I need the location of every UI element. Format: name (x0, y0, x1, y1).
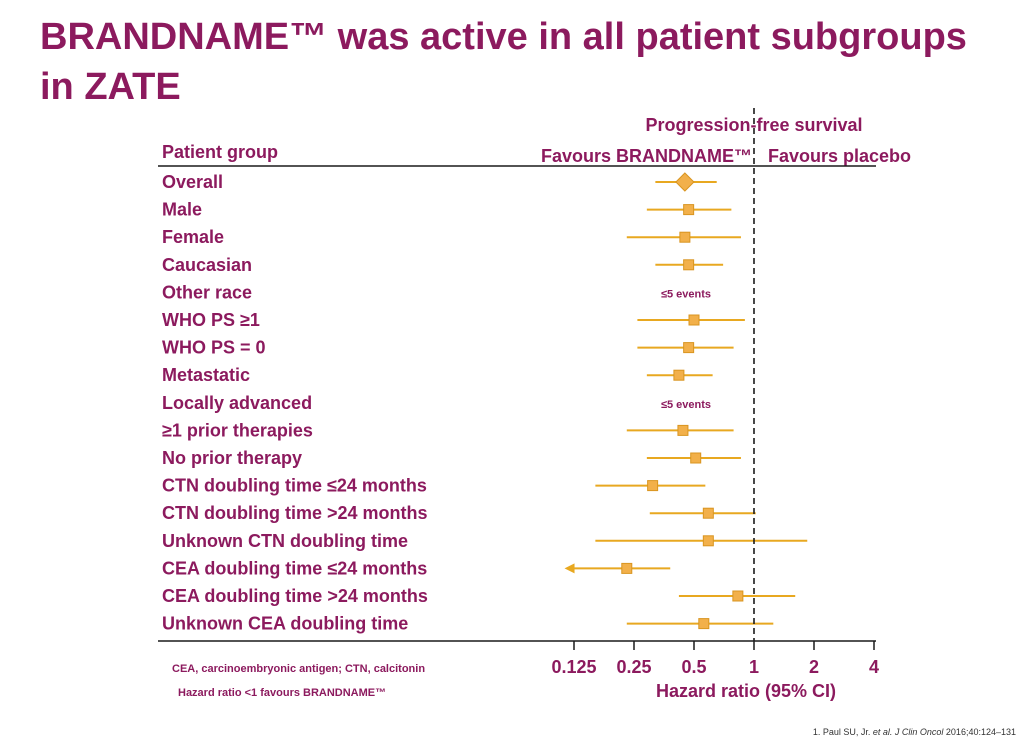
estimate-square (683, 204, 695, 216)
forest-row: CEA doubling time ≤24 months (162, 558, 671, 578)
estimate-square (688, 314, 700, 326)
estimate-square (673, 369, 685, 381)
forest-row: WHO PS ≥1 (162, 310, 745, 330)
group-label: CEA doubling time ≤24 months (162, 558, 427, 578)
estimate-square (683, 342, 695, 354)
group-label: Other race (162, 282, 252, 302)
forest-row: Locally advanced ≤5 events (162, 393, 711, 413)
forest-row: Overall (162, 172, 717, 192)
forest-row: Female (162, 227, 741, 247)
events-note: ≤5 events (661, 288, 711, 300)
citation-etal: et al. (872, 727, 893, 737)
column-header: Patient group (162, 142, 278, 162)
group-label: Overall (162, 172, 223, 192)
group-label: Locally advanced (162, 393, 312, 413)
forest-rows: Overall Male Female Caucasian Other race ≤5 e… (162, 172, 808, 634)
citation-reference: 2016;40:124–131 (943, 727, 1016, 737)
slide-title: BRANDNAME™ was active in all patient sub… (40, 16, 967, 108)
forest-row: CEA doubling time >24 months (162, 586, 796, 606)
headers: Progression-free survival Patient group … (162, 115, 911, 166)
forest-row: Male (162, 200, 732, 220)
forest-row: CTN doubling time ≤24 months (162, 476, 706, 496)
group-label: Female (162, 227, 224, 247)
group-label: WHO PS = 0 (162, 338, 266, 358)
group-label: Metastatic (162, 365, 250, 385)
forest-row: No prior therapy (162, 448, 741, 468)
estimate-square (690, 452, 702, 464)
footnote-hazard-ratio: Hazard ratio <1 favours BRANDNAME™ (178, 687, 386, 699)
x-tick-label: 1 (749, 657, 759, 677)
x-axis: 0.125 0.25 0.5 1 2 4 (551, 641, 879, 677)
estimate-square (621, 562, 633, 574)
group-label: WHO PS ≥1 (162, 310, 260, 330)
footnote-abbreviations: CEA, carcinoembryonic antigen; CTN, calc… (172, 663, 425, 675)
group-label: Unknown CEA doubling time (162, 614, 408, 634)
x-tick-label: 0.5 (681, 657, 706, 677)
forest-row: Unknown CTN doubling time (162, 531, 808, 551)
group-label: No prior therapy (162, 448, 302, 468)
group-label: CTN doubling time ≤24 months (162, 476, 427, 496)
forest-row: Unknown CEA doubling time (162, 614, 774, 634)
favours-right-label: Favours placebo (768, 146, 911, 166)
group-label: Caucasian (162, 255, 252, 275)
x-axis-label: Hazard ratio (95% CI) (656, 681, 836, 701)
x-tick-label: 2 (809, 657, 819, 677)
estimate-square (679, 231, 691, 243)
estimate-square (702, 507, 714, 519)
forest-row: WHO PS = 0 (162, 338, 734, 358)
group-label: ≥1 prior therapies (162, 420, 313, 440)
citation-authors: 1. Paul SU, Jr. (812, 727, 873, 737)
group-label: Unknown CTN doubling time (162, 531, 408, 551)
forest-row: Caucasian (162, 255, 724, 275)
events-note: ≤5 events (661, 399, 711, 411)
forest-row: CTN doubling time >24 months (162, 503, 756, 523)
estimate-diamond (675, 172, 695, 192)
ci-arrow (564, 563, 575, 574)
estimate-square (677, 424, 689, 436)
estimate-square (683, 259, 695, 271)
estimate-square (702, 535, 714, 547)
forest-row: Other race ≤5 events (162, 282, 711, 302)
group-label: CEA doubling time >24 months (162, 586, 428, 606)
forest-row: Metastatic (162, 365, 713, 385)
citation-journal: J Clin Oncol (892, 727, 944, 737)
group-label: CTN doubling time >24 months (162, 503, 428, 523)
forest-row: ≥1 prior therapies (162, 420, 734, 440)
favours-left-label: Favours BRANDNAME™ (541, 146, 752, 166)
group-label: Male (162, 200, 202, 220)
estimate-square (732, 590, 744, 602)
estimate-square (698, 618, 710, 630)
estimate-square (647, 480, 659, 492)
citation: 1. Paul SU, Jr. et al. J Clin Oncol 2016… (813, 727, 1016, 737)
chart-title: Progression-free survival (645, 115, 862, 135)
x-tick-label: 0.125 (551, 657, 596, 677)
x-tick-label: 4 (869, 657, 879, 677)
x-tick-label: 0.25 (616, 657, 651, 677)
